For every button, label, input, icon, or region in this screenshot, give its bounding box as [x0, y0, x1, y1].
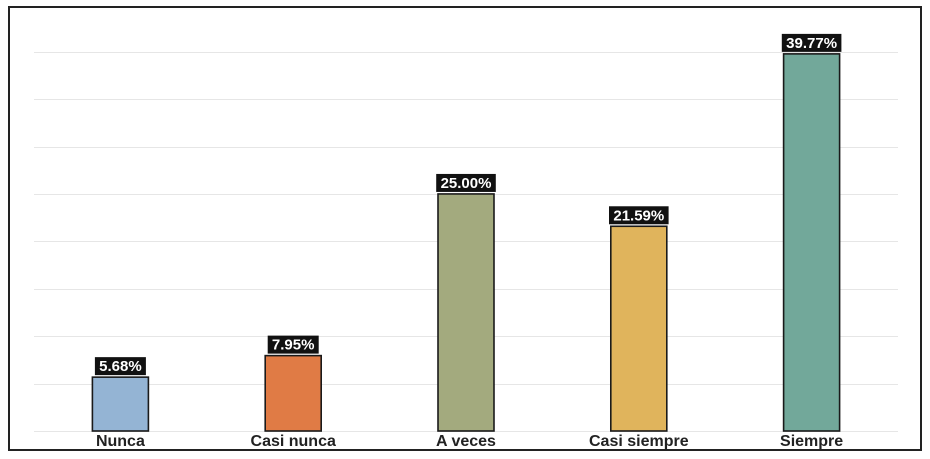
bar-casi-siempre — [609, 225, 668, 432]
data-label: 21.59% — [609, 206, 669, 225]
data-label: 39.77% — [781, 33, 842, 52]
data-label-box — [94, 357, 146, 376]
data-label-box — [609, 206, 669, 225]
data-label-text: 7.95% — [272, 337, 315, 354]
x-tick-label: Nunca — [96, 433, 145, 449]
x-tick-label: A veces — [436, 433, 496, 449]
x-tick-label: Casi nunca — [251, 433, 336, 449]
data-label-layer: 5.68% 7.95% 25.00% 21.59% 39.77% — [94, 33, 842, 376]
data-label-text: 39.77% — [786, 35, 837, 52]
data-label-box — [267, 335, 319, 354]
bar-layer — [91, 53, 841, 432]
data-label: 5.68% — [94, 357, 146, 376]
data-label-box — [781, 33, 842, 52]
data-label-text: 25.00% — [441, 175, 492, 192]
bar-a-veces — [437, 193, 495, 432]
data-label-box — [436, 173, 496, 192]
x-tick-label: Casi siempre — [589, 433, 689, 449]
chart-frame: 5.68% 7.95% 25.00% 21.59% 39.77% Nunca Casi n… — [8, 6, 922, 451]
data-label: 7.95% — [267, 335, 319, 354]
bar-chart: 5.68% 7.95% 25.00% 21.59% 39.77% Nunca Casi n… — [34, 33, 898, 449]
x-axis-ticks: Nunca Casi nunca A veces Casi siempre Siempr… — [96, 433, 843, 449]
bar-siempre — [782, 53, 841, 432]
data-label-text: 5.68% — [99, 358, 142, 375]
data-label: 25.00% — [436, 173, 496, 192]
bar-casi-nunca — [264, 354, 322, 432]
bar-nunca — [91, 376, 150, 432]
x-tick-label: Siempre — [780, 433, 843, 449]
data-label-text: 21.59% — [613, 207, 664, 224]
